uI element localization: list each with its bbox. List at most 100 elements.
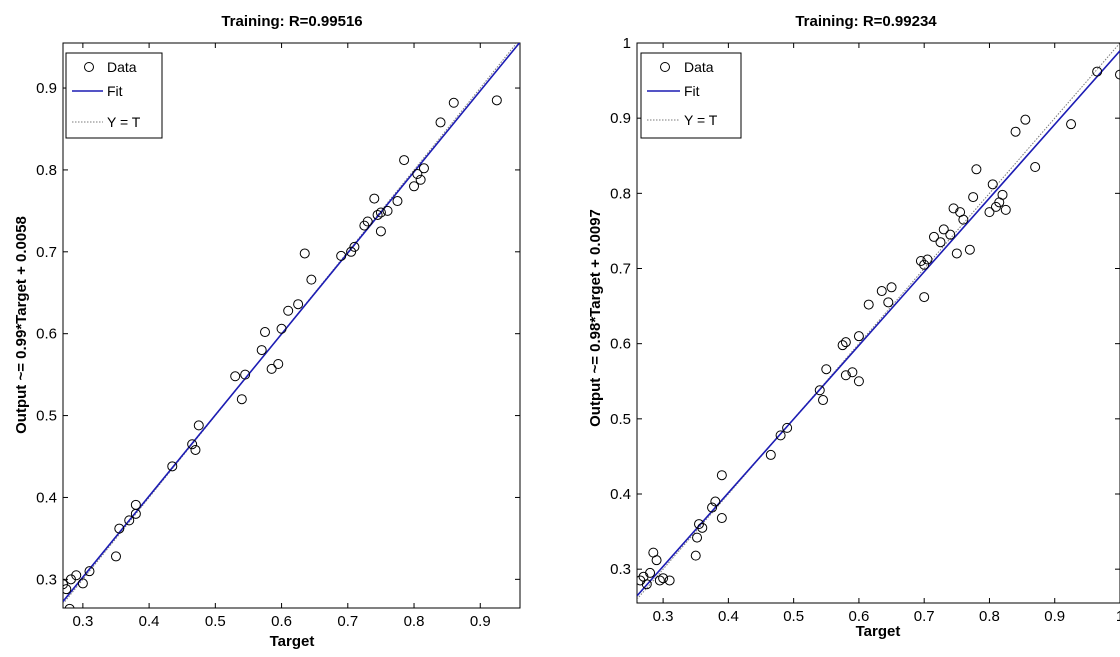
chart-left-data-point	[63, 579, 68, 590]
chart-right-data-point	[775, 430, 786, 441]
chart-left-xtick-label: 0.7	[337, 613, 358, 630]
chart-left-data-point	[362, 216, 373, 227]
chart-left-data-point	[64, 603, 75, 608]
chart-right-data-point	[997, 189, 1008, 200]
chart-left-legend-fit: Fit	[107, 83, 123, 99]
chart-left-data-point	[349, 241, 360, 252]
chart-left-data-point	[84, 566, 95, 577]
chart-left-data-point	[77, 578, 88, 589]
chart-right-data-point	[863, 299, 874, 310]
chart-right-xtick-label: 0.9	[1044, 608, 1065, 625]
chart-right-marks: 0.3 0.4 0.5 0.6 0.7 0.8 0.9 1 0.3 0.4 0.5 0.6 0.7 0.8…	[610, 35, 1120, 625]
chart-right-data-point	[707, 502, 718, 513]
chart-right-data-point	[1020, 114, 1031, 125]
chart-right-data-point	[883, 297, 894, 308]
chart-left-xlabel: Target	[270, 633, 315, 650]
chart-right-ytick-label: 1	[623, 35, 631, 52]
chart-left-marks: 0.3 0.4 0.5 0.6 0.7 0.8 0.9 0.3 0.4 0.5 0.6 0.7 0.8 0…	[36, 43, 520, 630]
chart-left-ytick-label: 0.5	[36, 408, 57, 425]
chart-left-data-point	[409, 181, 420, 192]
chart-left-legend-data: Data	[107, 59, 137, 75]
chart-left-data-point	[372, 209, 383, 220]
chart-right-data-point	[935, 237, 946, 248]
chart-left-ylabel: Output ~= 0.99*Target + 0.0058	[13, 216, 30, 434]
chart-left-ytick-label: 0.4	[36, 489, 57, 506]
chart-right-data-point	[690, 550, 701, 561]
chart-right-data-point	[987, 179, 998, 190]
chart-right-title: Training: R=0.99234	[795, 13, 937, 30]
chart-left-data-point	[276, 323, 287, 334]
chart-right-data-point	[641, 579, 652, 590]
chart-left-data-point	[260, 327, 271, 338]
chart-right-data-point	[922, 254, 933, 265]
chart-left-xtick-label: 0.5	[205, 613, 226, 630]
chart-left-data-point	[369, 193, 380, 204]
chart-right-xtick-label: 0.6	[848, 608, 869, 625]
chart-left-data-point	[399, 155, 410, 166]
chart-left-data-point	[71, 570, 82, 581]
chart-right-data-point	[928, 231, 939, 242]
chart-right-data-point	[710, 496, 721, 507]
chart-left-data-point	[375, 207, 386, 218]
chart-right-data-point	[915, 255, 926, 266]
chart-right-data-point	[840, 337, 851, 348]
chart-right-xlabel: Target	[856, 623, 901, 640]
chart-right-data-point	[938, 224, 949, 235]
chart-right-xtick-label: 0.3	[653, 608, 674, 625]
chart-right-ytick-label: 0.5	[610, 411, 631, 428]
chart-left-data-point	[187, 439, 198, 450]
chart-left: Training: R=0.99516 0.3 0.4 0.5 0.6 0.7 0.8 0.…	[13, 13, 521, 650]
chart-right: Training: R=0.99234 0.3 0.4 0.5 0.6 0.7 0.8 0.…	[587, 13, 1120, 640]
legend-data-marker-icon	[84, 62, 94, 72]
chart-left-data-point	[236, 394, 247, 405]
chart-left-data-point	[130, 499, 141, 510]
chart-right-data-point	[945, 229, 956, 240]
chart-left-ytick-label: 0.8	[36, 162, 57, 179]
chart-left-data-point	[336, 250, 347, 261]
chart-right-data-point	[853, 376, 864, 387]
chart-right-data-point	[886, 282, 897, 293]
chart-left-title: Training: R=0.99516	[221, 13, 362, 30]
chart-left-data-point	[110, 551, 121, 562]
chart-right-data-point	[782, 422, 793, 433]
chart-right-ytick-label: 0.9	[610, 110, 631, 127]
chart-right-data-point	[919, 259, 930, 270]
chart-left-data-point	[448, 97, 459, 108]
chart-right-data-point	[1010, 126, 1021, 137]
chart-right-data-point	[968, 192, 979, 203]
chart-left-data-point	[240, 369, 251, 380]
chart-left-ytick-label: 0.6	[36, 326, 57, 343]
chart-right-data-point	[964, 244, 975, 255]
chart-right-ytick-label: 0.7	[610, 261, 631, 278]
chart-left-legend-box	[65, 52, 163, 139]
chart-right-data-point	[847, 367, 858, 378]
chart-left-data-point	[415, 174, 426, 185]
chart-right-data-point	[840, 370, 851, 381]
chart-left-data-point	[491, 95, 502, 106]
chart-left-data-point	[306, 274, 317, 285]
chart-left-xtick-label: 0.3	[72, 613, 93, 630]
chart-right-data-point	[951, 248, 962, 259]
chart-right-data-point	[818, 395, 829, 406]
chart-right-xtick-label: 0.4	[718, 608, 739, 625]
chart-left-xtick-label: 0.6	[271, 613, 292, 630]
chart-right-legend-data: Data	[684, 59, 714, 75]
chart-left-legend-yt: Y = T	[107, 114, 141, 130]
chart-right-data-point	[853, 331, 864, 342]
chart-right-data-point	[1000, 204, 1011, 215]
chart-right-data-point	[876, 286, 887, 297]
chart-right-data-point	[765, 449, 776, 460]
chart-left-legend: Data Fit Y = T	[65, 52, 163, 139]
chart-right-data-point	[958, 214, 969, 225]
chart-left-data-point	[167, 461, 178, 472]
chart-right-data-point	[984, 207, 995, 218]
chart-left-data-point	[418, 163, 429, 174]
chart-right-data-point	[716, 470, 727, 481]
chart-right-legend-box	[640, 52, 742, 139]
chart-left-data-point	[114, 523, 125, 534]
chart-right-data-point	[716, 513, 727, 524]
chart-left-ytick-label: 0.7	[36, 244, 57, 261]
chart-left-data-point	[124, 515, 135, 526]
chart-left-data-point	[435, 117, 446, 128]
chart-right-data-point	[971, 164, 982, 175]
